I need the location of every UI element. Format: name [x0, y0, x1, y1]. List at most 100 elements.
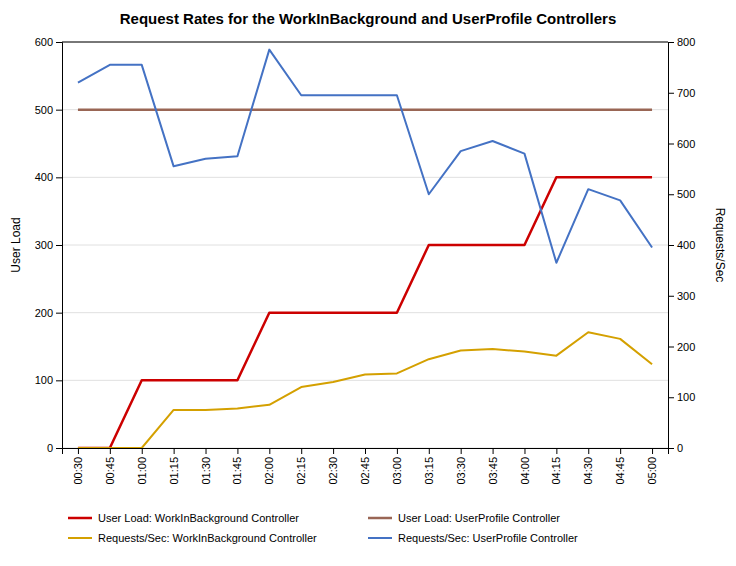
- x-tick-label: 02:45: [359, 457, 371, 485]
- x-tick-label: 01:30: [200, 457, 212, 485]
- y-tick-mark: [56, 313, 62, 314]
- y2-axis-title: Requests/Sec: [713, 208, 727, 283]
- x-tick: 04:00: [518, 448, 530, 485]
- x-axis: 00:3000:4501:0001:1501:3001:4502:0002:15…: [63, 448, 669, 485]
- y2-tick-label: 500: [677, 188, 695, 200]
- y2-tick-mark: [668, 93, 674, 94]
- y2-tick-label: 600: [677, 138, 695, 150]
- x-tick-label: 04:15: [550, 457, 562, 485]
- x-axis-line: [63, 449, 669, 455]
- x-tick-label: 01:00: [136, 457, 148, 485]
- series-line: [78, 177, 652, 448]
- y-tick-mark: [56, 380, 62, 381]
- y2-tick-mark: [668, 42, 674, 43]
- y2-tick-label: 700: [677, 87, 695, 99]
- x-tick-label: 04:45: [614, 457, 626, 485]
- x-tick-label: 01:45: [231, 457, 243, 485]
- y-tick-label: 600: [35, 36, 53, 48]
- x-tick-mark: [269, 448, 270, 454]
- x-tick-label: 03:15: [423, 457, 435, 485]
- y2-tick-label: 400: [677, 239, 695, 251]
- x-tick-mark: [142, 448, 143, 454]
- legend-swatch: [68, 517, 92, 520]
- plot-area: 0 100 200 300 400 500 600 0 100 200 300 400 500 600 70…: [35, 36, 696, 485]
- y2-tick-label: 0: [677, 442, 683, 454]
- y2-tick: 700: [668, 87, 695, 99]
- y-tick-label: 0: [47, 442, 53, 454]
- y-tick-label: 500: [35, 104, 53, 116]
- y2-tick-mark: [668, 296, 674, 297]
- x-tick: 02:15: [295, 448, 307, 485]
- grid-line: [62, 109, 668, 110]
- legend-item: User Load: WorkInBackground Controller: [68, 512, 299, 524]
- legend-item: Requests/Sec: WorkInBackground Controlle…: [68, 532, 317, 544]
- x-tick-label: 03:00: [391, 457, 403, 485]
- y-tick-mark: [56, 110, 62, 111]
- y2-axis: 0 100 200 300 400 500 600 700 800: [668, 36, 695, 454]
- y-axis-title: User Load: [9, 217, 23, 272]
- y-axis: 0 100 200 300 400 500 600: [35, 36, 63, 454]
- x-tick: 04:30: [582, 448, 594, 485]
- x-tick-mark: [301, 448, 302, 454]
- y2-tick-label: 200: [677, 341, 695, 353]
- y-tick: 500: [35, 104, 62, 116]
- chart-title: Request Rates for the WorkInBackground a…: [120, 10, 616, 27]
- y-axis-line: [56, 43, 63, 449]
- y2-tick: 300: [668, 290, 695, 302]
- y-tick-mark: [56, 245, 62, 246]
- y2-tick: 100: [668, 391, 695, 403]
- y-tick-label: 400: [35, 171, 53, 183]
- x-tick-label: 03:30: [455, 457, 467, 485]
- x-tick-label: 02:15: [295, 457, 307, 485]
- y2-tick: 500: [668, 188, 695, 200]
- x-tick-mark: [620, 448, 621, 454]
- x-tick: 02:30: [327, 448, 339, 485]
- x-tick-mark: [524, 448, 525, 454]
- x-tick-mark: [652, 448, 653, 454]
- series-line: [78, 332, 652, 448]
- series-lines: [78, 50, 652, 448]
- y-tick-mark: [56, 448, 62, 449]
- x-tick-mark: [365, 448, 366, 454]
- legend-label: User Load: UserProfile Controller: [398, 512, 560, 524]
- y2-tick-mark: [668, 347, 674, 348]
- x-tick-label: 04:30: [582, 457, 594, 485]
- y2-tick-label: 800: [677, 36, 695, 48]
- y-tick: 0: [47, 442, 62, 454]
- x-tick-label: 04:00: [518, 457, 530, 485]
- x-tick-mark: [397, 448, 398, 454]
- legend-label: Requests/Sec: WorkInBackground Controlle…: [98, 532, 317, 544]
- legend-swatch: [68, 537, 92, 539]
- y-tick: 200: [35, 307, 62, 319]
- series-line: [78, 108, 652, 111]
- x-tick: 02:00: [263, 448, 275, 485]
- x-tick: 03:15: [423, 448, 435, 485]
- y2-tick-label: 300: [677, 290, 695, 302]
- y-tick-mark: [56, 42, 62, 43]
- y2-tick-mark: [668, 194, 674, 195]
- y2-tick: 200: [668, 341, 695, 353]
- legend-item: User Load: UserProfile Controller: [368, 512, 560, 524]
- y-tick: 300: [35, 239, 62, 251]
- y-tick-label: 300: [35, 239, 53, 251]
- legend: User Load: WorkInBackground Controller Us…: [68, 512, 578, 544]
- y2-tick-mark: [668, 144, 674, 145]
- x-tick-mark: [493, 448, 494, 454]
- y-tick: 100: [35, 374, 62, 386]
- x-tick-mark: [206, 448, 207, 454]
- y-tick-label: 200: [35, 307, 53, 319]
- series-line: [78, 50, 652, 263]
- y-tick: 600: [35, 36, 62, 48]
- legend-label: User Load: WorkInBackground Controller: [98, 512, 299, 524]
- x-tick-mark: [429, 448, 430, 454]
- x-tick-mark: [237, 448, 238, 454]
- x-tick-mark: [110, 448, 111, 454]
- x-tick-label: 01:15: [168, 457, 180, 485]
- legend-label: Requests/Sec: UserProfile Controller: [398, 532, 578, 544]
- x-tick-label: 05:00: [646, 457, 658, 485]
- x-tick: 02:45: [359, 448, 371, 485]
- x-tick: 01:45: [231, 448, 243, 485]
- chart-svg: 0 100 200 300 400 500 600 0 100 200 300 400 500 600 70…: [0, 0, 736, 566]
- y2-tick: 600: [668, 138, 695, 150]
- x-tick: 04:15: [550, 448, 562, 485]
